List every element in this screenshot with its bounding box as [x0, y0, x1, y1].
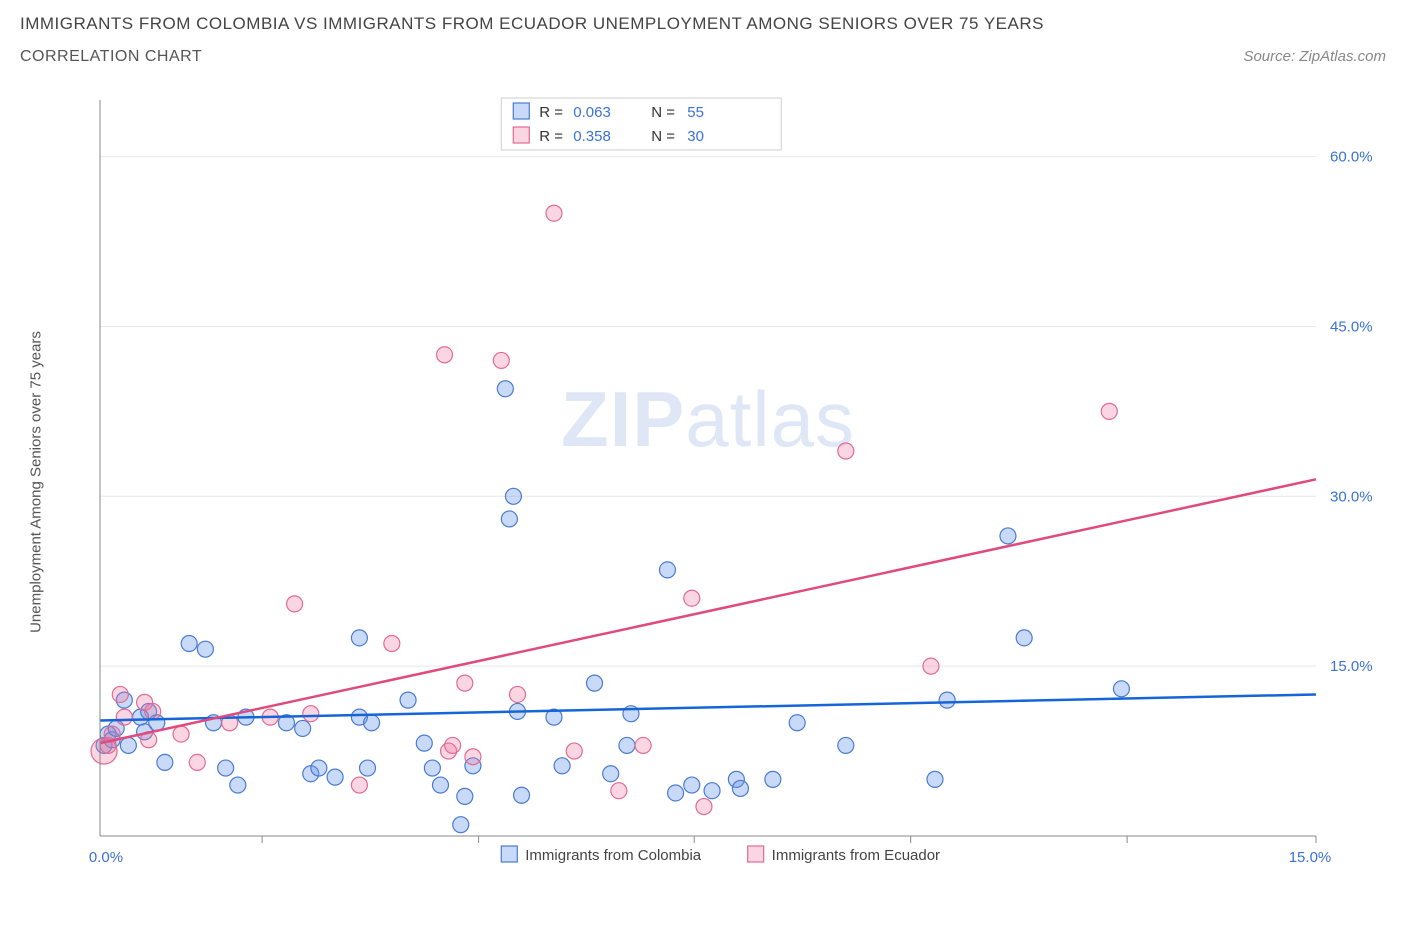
trend-line-blue [100, 694, 1316, 720]
data-point-blue [1016, 630, 1032, 646]
data-point-pink [112, 686, 128, 702]
data-point-blue [497, 381, 513, 397]
chart-subtitle: CORRELATION CHART [20, 48, 202, 66]
data-point-blue [501, 511, 517, 527]
y-tick-label: 30.0% [1330, 488, 1373, 505]
data-point-pink [116, 709, 132, 725]
x-min-label: 0.0% [89, 849, 123, 866]
legend-n-value: 55 [687, 104, 704, 121]
data-point-blue [765, 771, 781, 787]
data-point-blue [311, 760, 327, 776]
data-point-pink [611, 783, 627, 799]
data-point-blue [927, 771, 943, 787]
data-point-pink [923, 658, 939, 674]
legend-n-value: 30 [687, 128, 704, 145]
y-tick-label: 60.0% [1330, 149, 1373, 166]
data-point-blue [181, 636, 197, 652]
legend-n-label: N = [651, 104, 675, 121]
data-point-pink [838, 443, 854, 459]
data-point-blue [619, 737, 635, 753]
data-point-blue [684, 777, 700, 793]
bottom-legend-swatch [501, 846, 517, 862]
data-point-blue [416, 735, 432, 751]
chart-header: IMMIGRANTS FROM COLOMBIA VS IMMIGRANTS F… [0, 0, 1406, 66]
data-point-blue [157, 754, 173, 770]
data-point-blue [197, 641, 213, 657]
data-point-pink [465, 749, 481, 765]
data-point-blue [505, 488, 521, 504]
data-point-pink [145, 703, 161, 719]
legend-r-label: R = [539, 104, 563, 121]
bottom-legend-swatch [748, 846, 764, 862]
data-point-blue [704, 783, 720, 799]
watermark: ZIPatlas [561, 375, 855, 463]
data-point-blue [789, 715, 805, 731]
data-point-blue [838, 737, 854, 753]
data-point-blue [400, 692, 416, 708]
data-point-pink [384, 636, 400, 652]
data-point-blue [659, 562, 675, 578]
legend-swatch-blue [513, 103, 529, 119]
data-point-blue [554, 758, 570, 774]
data-point-pink [635, 737, 651, 753]
legend-r-label: R = [539, 128, 563, 145]
data-point-blue [457, 788, 473, 804]
legend-swatch-pink [513, 127, 529, 143]
bottom-legend-label: Immigrants from Ecuador [772, 847, 940, 864]
data-point-pink [493, 352, 509, 368]
data-point-blue [230, 777, 246, 793]
data-point-blue [218, 760, 234, 776]
chart-title: IMMIGRANTS FROM COLOMBIA VS IMMIGRANTS F… [20, 14, 1386, 34]
data-point-pink [457, 675, 473, 691]
data-point-blue [351, 630, 367, 646]
data-point-pink [287, 596, 303, 612]
data-point-pink [189, 754, 205, 770]
data-point-pink [509, 686, 525, 702]
chart-source: Source: ZipAtlas.com [1243, 48, 1386, 65]
data-point-pink [566, 743, 582, 759]
y-tick-label: 45.0% [1330, 318, 1373, 335]
data-point-pink [437, 347, 453, 363]
data-point-pink [1101, 403, 1117, 419]
bottom-legend-label: Immigrants from Colombia [525, 847, 702, 864]
data-point-blue [453, 817, 469, 833]
trend-line-pink [100, 479, 1316, 743]
data-point-blue [120, 737, 136, 753]
data-point-blue [1113, 681, 1129, 697]
data-point-blue [514, 787, 530, 803]
x-max-label: 15.0% [1289, 849, 1332, 866]
legend-r-value: 0.358 [573, 128, 611, 145]
data-point-pink [546, 205, 562, 221]
data-point-blue [424, 760, 440, 776]
legend-r-value: 0.063 [573, 104, 611, 121]
data-point-pink [173, 726, 189, 742]
y-tick-label: 15.0% [1330, 658, 1373, 675]
data-point-blue [668, 785, 684, 801]
data-point-blue [587, 675, 603, 691]
data-point-blue [732, 780, 748, 796]
data-point-pink [684, 590, 700, 606]
data-point-blue [360, 760, 376, 776]
scatter-chart: 15.0% 30.0% 45.0% 60.0% ZIPatlas 0.0% 15.0% R =… [70, 92, 1386, 872]
data-point-blue [939, 692, 955, 708]
legend-n-label: N = [651, 128, 675, 145]
data-point-blue [603, 766, 619, 782]
data-point-blue [432, 777, 448, 793]
data-point-blue [1000, 528, 1016, 544]
data-point-pink [696, 799, 712, 815]
data-point-pink [303, 706, 319, 722]
data-point-blue [327, 769, 343, 785]
data-point-blue [364, 715, 380, 731]
chart-area: Unemployment Among Seniors over 75 years… [46, 92, 1386, 872]
data-point-blue [295, 720, 311, 736]
y-axis-label: Unemployment Among Seniors over 75 years [28, 331, 45, 633]
data-point-pink [445, 737, 461, 753]
data-point-pink [351, 777, 367, 793]
